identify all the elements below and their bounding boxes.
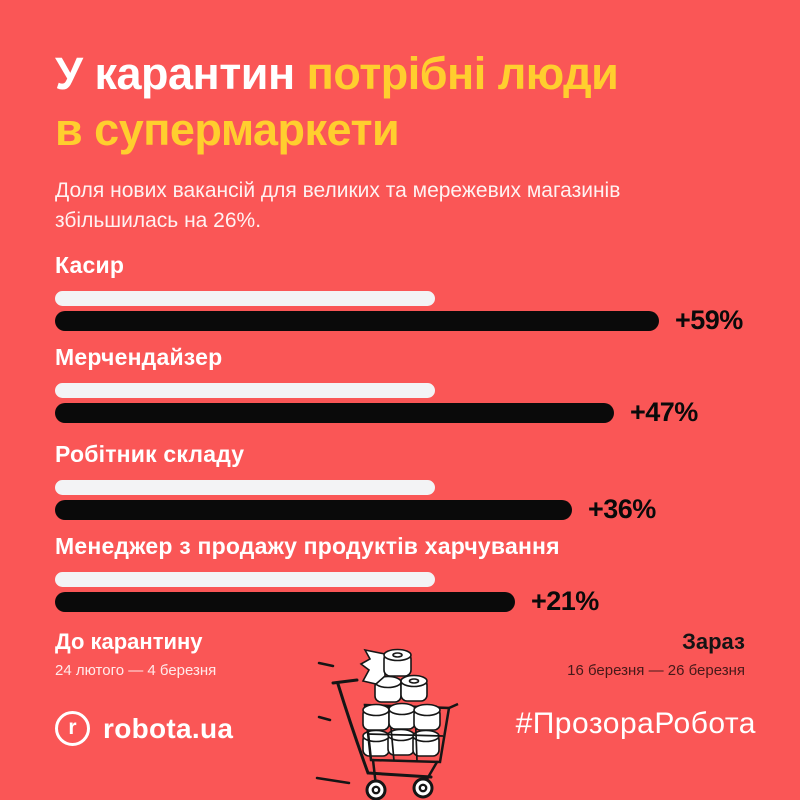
bar-value: +21% xyxy=(531,586,599,616)
toilet-paper-rolls-middle xyxy=(362,674,441,731)
bar-label: Робітник складу xyxy=(55,441,245,467)
bar-before-quarantine xyxy=(55,480,435,495)
toilet-paper-roll-top xyxy=(359,648,412,685)
subtitle: Доля нових вакансій для великих та мереж… xyxy=(55,179,621,232)
bar-row-kasyr: Касир +59% xyxy=(55,252,764,336)
title-part-white: У карантин xyxy=(55,48,295,99)
bar-now xyxy=(55,499,572,520)
title-line2-yellow: в супермаркети xyxy=(55,104,400,155)
cart-wheel-icon xyxy=(365,779,387,800)
legend-before-period: 24 лютого — 4 березня xyxy=(55,662,217,679)
bar-now xyxy=(55,591,515,612)
bar-label: Мерчендайзер xyxy=(55,344,223,370)
legend-now: Зараз 16 березня — 26 березня xyxy=(567,629,745,679)
brand-name: robota.ua xyxy=(103,712,234,744)
page-title: У карантин потрібні люди в супермаркети xyxy=(55,46,619,158)
bar-value: +47% xyxy=(630,397,698,427)
shopping-cart-illustration xyxy=(315,648,459,800)
bar-label: Менеджер з продажу продуктів харчування xyxy=(55,533,560,559)
bar-now xyxy=(55,402,614,423)
robota-logo: r robota.ua xyxy=(55,711,233,746)
bar-before-quarantine xyxy=(55,291,435,306)
bar-value: +36% xyxy=(588,494,656,524)
logo-r-icon: r xyxy=(55,711,90,746)
legend-before-name: До карантину xyxy=(55,629,203,654)
legend-before-quarantine: До карантину 24 лютого — 4 березня xyxy=(55,629,216,679)
bar-value: +59% xyxy=(675,305,743,335)
bar-row-warehouse-worker: Робітник складу +36% xyxy=(55,441,764,525)
bar-before-quarantine xyxy=(55,383,435,398)
bar-row-merchandiser: Мерчендайзер +47% xyxy=(55,344,764,428)
cart-wheel-icon xyxy=(412,777,434,799)
bar-row-sales-manager: Менеджер з продажу продуктів харчування … xyxy=(55,533,764,617)
hashtag: #ПрозораРобота xyxy=(515,707,756,740)
bar-before-quarantine xyxy=(55,572,435,587)
speed-lines-icon xyxy=(315,661,351,785)
title-part-yellow: потрібні люди xyxy=(306,48,619,99)
bar-label: Касир xyxy=(55,252,125,278)
bar-now xyxy=(55,310,659,331)
legend-now-name: Зараз xyxy=(682,629,745,654)
legend-now-period: 16 березня — 26 березня xyxy=(567,662,745,679)
